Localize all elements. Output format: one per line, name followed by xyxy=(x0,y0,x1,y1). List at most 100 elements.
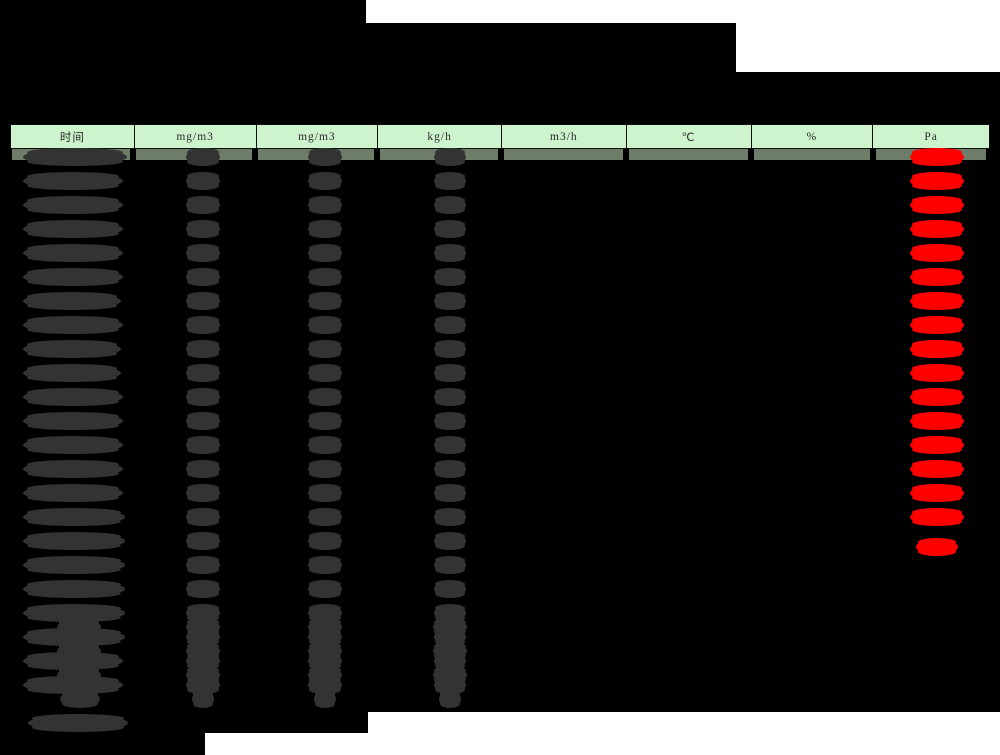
redacted-alert-value xyxy=(910,172,964,190)
redacted-cell-value xyxy=(308,364,342,382)
plate-main xyxy=(0,72,1000,712)
redacted-alert-value xyxy=(910,460,964,478)
redacted-cell-value xyxy=(23,412,123,430)
column-header-mgm3-2[interactable]: mg/m3 xyxy=(256,125,379,148)
redacted-cell-value xyxy=(434,412,466,430)
redacted-cell-value xyxy=(308,642,342,660)
redacted-cell-value xyxy=(308,460,342,478)
column-header-label: 时间 xyxy=(59,131,85,144)
redacted-cell-value xyxy=(186,618,220,636)
redacted-cell-value xyxy=(186,412,220,430)
column-header-m3h[interactable]: m3/h xyxy=(502,125,627,148)
redacted-cell-value xyxy=(434,364,466,382)
plate-top-left xyxy=(0,0,366,23)
redacted-cell-value xyxy=(434,580,466,598)
redacted-cell-value xyxy=(192,690,214,708)
redacted-cell-value xyxy=(308,580,342,598)
white-gap-bottom-right xyxy=(368,712,1000,755)
redacted-cell-value xyxy=(186,556,220,574)
column-header-label: m3/h xyxy=(550,130,578,143)
redacted-cell-value xyxy=(434,508,466,526)
redacted-alert-value xyxy=(910,220,964,238)
redacted-cell-value xyxy=(434,196,466,214)
redacted-alert-value xyxy=(910,340,964,358)
redacted-alert-value xyxy=(910,244,964,262)
redacted-cell-value xyxy=(308,388,342,406)
column-header-label: kg/h xyxy=(427,130,452,143)
white-gap-bottom-mid xyxy=(205,733,368,755)
redacted-alert-value xyxy=(910,268,964,286)
redacted-cell-value xyxy=(434,292,466,310)
redacted-cell-value xyxy=(186,642,220,660)
column-header-label: Pa xyxy=(924,130,938,143)
redacted-cell-value xyxy=(308,340,342,358)
redacted-alert-value xyxy=(910,388,964,406)
redacted-cell-value xyxy=(186,316,220,334)
redacted-cell-value xyxy=(434,460,466,478)
redacted-alert-value xyxy=(916,538,958,556)
redacted-cell-value xyxy=(186,244,220,262)
redacted-cell-value xyxy=(57,642,101,660)
redacted-cell-value xyxy=(28,714,128,732)
redacted-cell-value xyxy=(434,172,466,190)
redacted-cell-value xyxy=(434,604,466,622)
redacted-cell-value xyxy=(308,148,342,166)
redacted-cell-value xyxy=(433,642,467,660)
redacted-alert-value xyxy=(910,364,964,382)
redacted-cell-value xyxy=(186,148,220,166)
redacted-cell-value xyxy=(308,618,342,636)
redacted-alert-value xyxy=(910,436,964,454)
redacted-cell-value xyxy=(23,316,123,334)
redacted-cell-value xyxy=(186,388,220,406)
redacted-cell-value xyxy=(186,580,220,598)
redacted-cell-value xyxy=(23,364,121,382)
column-header-mgm3-1[interactable]: mg/m3 xyxy=(134,125,257,148)
redacted-cell-value xyxy=(434,148,466,166)
redacted-alert-value xyxy=(910,196,964,214)
redacted-cell-value xyxy=(186,340,220,358)
column-header-celsius[interactable]: ℃ xyxy=(626,125,752,148)
redacted-cell-value xyxy=(186,172,220,190)
redacted-cell-value xyxy=(314,690,336,708)
redacted-cell-value xyxy=(308,220,342,238)
table-header-row: 时间 mg/m3 mg/m3 kg/h m3/h ℃% Pa xyxy=(10,124,990,149)
redacted-cell-value xyxy=(308,484,342,502)
redacted-cell-value xyxy=(23,604,125,622)
column-header-time[interactable]: 时间 xyxy=(11,125,135,148)
plate-bottom-left xyxy=(0,733,205,755)
redacted-cell-value xyxy=(23,460,123,478)
header-shadow-segment xyxy=(754,149,870,160)
redacted-cell-value xyxy=(57,618,101,636)
redacted-cell-value xyxy=(186,532,220,550)
redacted-cell-value xyxy=(60,690,100,708)
redacted-cell-value xyxy=(23,508,125,526)
column-header-kgh[interactable]: kg/h xyxy=(378,125,502,148)
redacted-cell-value xyxy=(308,244,342,262)
redacted-cell-value xyxy=(23,268,123,286)
redacted-cell-value xyxy=(434,532,466,550)
header-shadow-segment xyxy=(629,149,748,160)
column-header-pa[interactable]: Pa xyxy=(873,125,990,148)
redacted-cell-value xyxy=(23,484,123,502)
redacted-cell-value xyxy=(186,196,220,214)
redacted-cell-value xyxy=(308,268,342,286)
redacted-cell-value xyxy=(23,388,123,406)
redacted-cell-value xyxy=(308,532,342,550)
redacted-alert-value xyxy=(910,412,964,430)
redacted-cell-value xyxy=(23,220,123,238)
redacted-cell-value xyxy=(186,460,220,478)
column-header-label: mg/m3 xyxy=(176,130,214,143)
redacted-cell-value xyxy=(186,484,220,502)
redacted-alert-value xyxy=(910,484,964,502)
redacted-cell-value xyxy=(434,436,466,454)
redacted-cell-value xyxy=(23,532,125,550)
redacted-cell-value xyxy=(23,580,125,598)
redacted-cell-value xyxy=(186,220,220,238)
redacted-cell-value xyxy=(439,690,461,708)
column-header-percent[interactable]: % xyxy=(751,125,874,148)
header-shadow-segment xyxy=(504,149,623,160)
column-header-label: % xyxy=(806,130,818,143)
redacted-cell-value xyxy=(434,244,466,262)
redacted-cell-value xyxy=(434,556,466,574)
